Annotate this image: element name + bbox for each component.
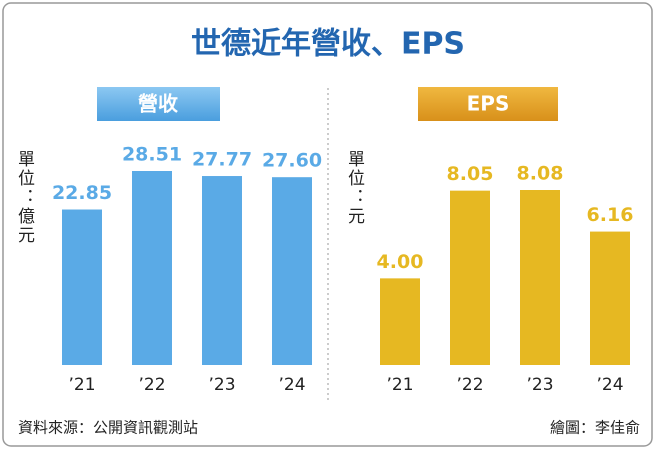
panel-header-box — [97, 87, 220, 121]
source: 資料來源：公開資訊觀測站 — [18, 419, 198, 437]
bar — [202, 176, 242, 365]
bar — [520, 190, 560, 365]
panel-title: EPS — [467, 92, 510, 116]
x-tick-label: ’22 — [138, 375, 165, 395]
value-label: 22.85 — [52, 182, 112, 204]
value-label: 28.51 — [122, 144, 182, 166]
x-tick-label: ’21 — [386, 375, 413, 395]
unit-label: 單位：元 — [344, 150, 365, 226]
bar — [380, 278, 420, 365]
value-label: 4.00 — [377, 251, 424, 273]
x-tick-label: ’23 — [208, 375, 235, 395]
value-label: 27.60 — [262, 150, 322, 172]
x-tick-label: ’24 — [596, 375, 623, 395]
x-tick-label: ’24 — [278, 375, 305, 395]
bar — [590, 231, 630, 365]
main-title: 世德近年營收、EPS — [191, 27, 465, 62]
bar — [272, 177, 312, 365]
value-label: 8.08 — [517, 163, 564, 185]
panel-title: 營收 — [138, 92, 178, 116]
x-tick-label: ’22 — [456, 375, 483, 395]
value-label: 6.16 — [587, 204, 634, 226]
x-tick-label: ’23 — [526, 375, 553, 395]
bar — [62, 209, 102, 365]
value-label: 27.77 — [192, 149, 252, 171]
credit: 繪圖：李佳俞 — [550, 419, 640, 437]
bar — [450, 190, 490, 365]
panel-header-box — [418, 87, 558, 121]
value-label: 8.05 — [447, 163, 494, 185]
x-tick-label: ’21 — [68, 375, 95, 395]
unit-label: 單位：億元 — [14, 150, 35, 245]
bar — [132, 171, 172, 365]
